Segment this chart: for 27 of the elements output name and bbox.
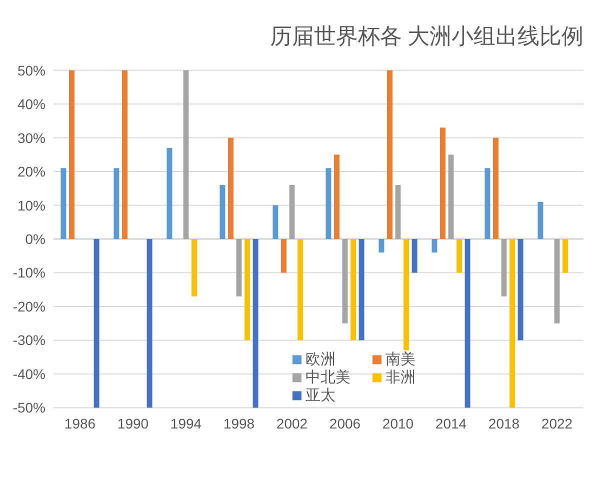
y-tick-label: -40%	[12, 366, 46, 382]
legend-label: 南美	[385, 351, 416, 368]
y-tick-label: 40%	[17, 96, 46, 112]
legend-label: 亚太	[305, 387, 336, 404]
y-tick-label: 30%	[17, 130, 46, 146]
x-tick-label: 1986	[64, 416, 96, 432]
x-tick-label: 2018	[488, 416, 520, 432]
y-tick-label: -50%	[12, 400, 46, 416]
x-tick-label: 2014	[435, 416, 467, 432]
chart-title: 历届世界杯各 大洲小组出线比例	[270, 24, 584, 48]
y-tick-label: 20%	[17, 164, 46, 180]
y-tick-label: 10%	[17, 197, 46, 214]
y-tick-label: 50%	[17, 62, 46, 78]
y-tick-label: -30%	[12, 332, 46, 348]
y-tick-label: -20%	[12, 298, 46, 314]
x-tick-label: 2006	[329, 416, 361, 432]
y-tick-label: -10%	[12, 264, 46, 281]
legend-label: 非洲	[385, 369, 416, 386]
x-tick-label: 1990	[117, 416, 149, 432]
x-tick-label: 2022	[541, 416, 573, 432]
x-tick-label: 2002	[276, 416, 308, 432]
x-tick-label: 2010	[382, 416, 414, 432]
legend-label: 欧洲	[305, 351, 336, 368]
legend-label: 中北美	[305, 369, 350, 386]
y-tick-label: 0%	[25, 231, 46, 247]
x-tick-label: 1998	[223, 416, 255, 432]
x-tick-label: 1994	[170, 416, 202, 432]
